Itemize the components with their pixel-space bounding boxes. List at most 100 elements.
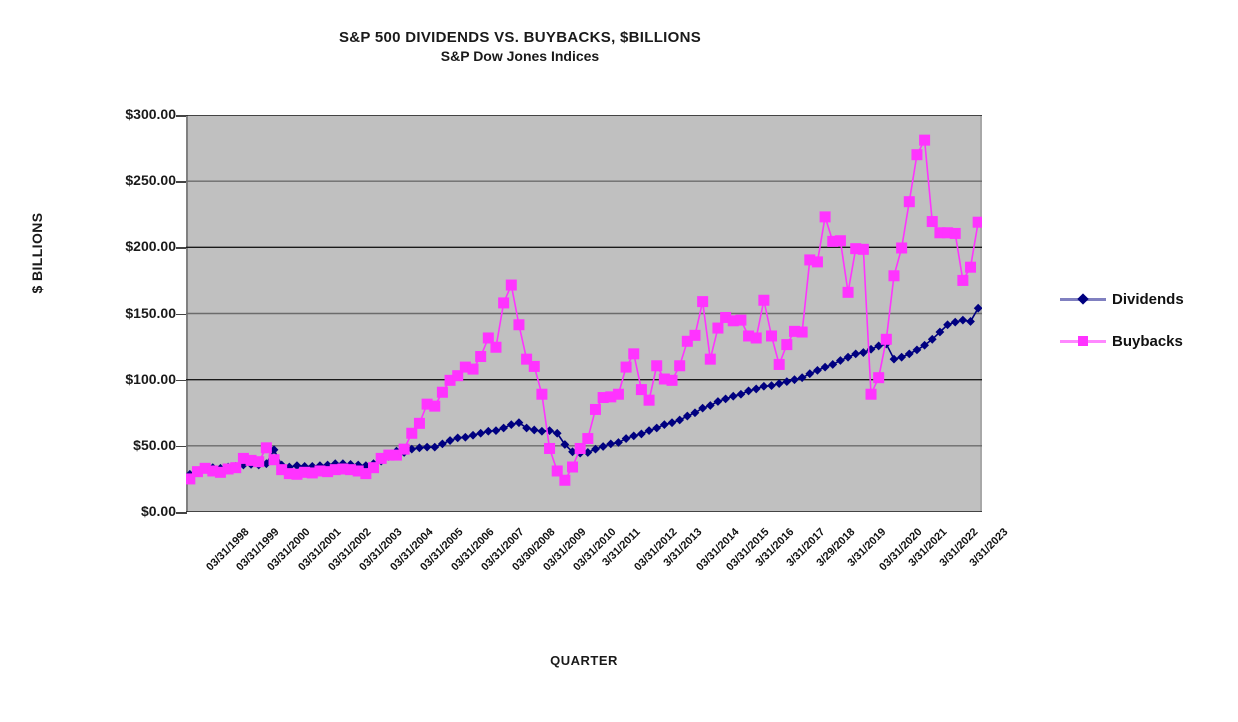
data-point: [429, 400, 441, 412]
data-point: [912, 345, 922, 355]
data-point: [644, 426, 654, 436]
y-tick-label: $250.00: [125, 172, 176, 189]
data-point: [253, 456, 265, 468]
data-point: [674, 360, 686, 372]
data-point: [453, 433, 463, 443]
data-point: [920, 340, 929, 350]
page-title: S&P 500 DIVIDENDS VS. BUYBACKS, $BILLION…: [338, 29, 702, 46]
data-point: [475, 351, 487, 363]
legend-item-buybacks[interactable]: Buybacks: [1060, 320, 1238, 362]
data-point: [851, 349, 861, 359]
data-point: [582, 433, 594, 445]
data-point: [482, 332, 494, 344]
data-point: [598, 442, 608, 451]
y-tick-mark: [176, 512, 187, 514]
data-point: [345, 464, 357, 476]
data-point: [207, 465, 219, 477]
data-point: [621, 434, 631, 443]
data-point: [850, 243, 862, 255]
data-point: [919, 134, 931, 146]
data-point: [360, 468, 372, 480]
data-point: [880, 333, 892, 345]
data-point: [398, 443, 410, 455]
series-line: [189, 139, 979, 482]
data-point: [727, 315, 739, 327]
data-point: [927, 334, 937, 344]
data-point: [245, 454, 257, 466]
data-point: [805, 369, 815, 379]
data-point: [773, 358, 785, 370]
data-point: [720, 311, 732, 323]
data-point: [712, 322, 724, 334]
data-point: [643, 394, 655, 406]
data-point: [804, 254, 816, 266]
x-axis-title: QUARTER: [550, 653, 618, 668]
data-point: [589, 403, 601, 415]
data-point: [758, 294, 770, 306]
data-point: [635, 384, 647, 396]
square-marker-icon: [1060, 334, 1106, 348]
data-point: [537, 426, 547, 436]
data-point: [583, 448, 593, 457]
data-point: [690, 408, 700, 418]
data-point: [560, 440, 570, 449]
data-point: [675, 415, 685, 425]
data-point: [796, 326, 808, 338]
series-buybacks: [186, 134, 982, 486]
data-point: [620, 361, 632, 373]
data-point: [659, 420, 669, 430]
data-point: [390, 449, 402, 461]
data-point: [505, 279, 517, 291]
data-point: [421, 398, 433, 410]
data-point: [896, 242, 908, 254]
data-point: [597, 392, 609, 404]
data-point: [276, 464, 288, 476]
data-point: [444, 374, 456, 386]
data-point: [368, 462, 380, 474]
data-point: [544, 442, 556, 454]
data-point: [651, 360, 663, 372]
data-point: [559, 474, 571, 486]
chart-title-block: S&P 500 DIVIDENDS VS. BUYBACKS, $BILLION…: [0, 28, 1040, 66]
data-point: [628, 348, 640, 360]
data-point: [834, 235, 846, 247]
data-point: [513, 319, 525, 331]
data-point: [828, 360, 838, 369]
data-point: [743, 330, 755, 342]
data-point: [490, 341, 502, 353]
y-tick-label: $0.00: [140, 503, 176, 519]
data-point: [735, 314, 747, 326]
data-point: [782, 377, 792, 387]
data-point: [667, 418, 677, 428]
data-point: [728, 391, 738, 401]
data-point: [383, 449, 395, 461]
data-point: [199, 462, 211, 474]
data-point: [460, 432, 470, 442]
chart-subtitle: S&P Dow Jones Indices: [440, 48, 600, 64]
data-point: [552, 428, 562, 438]
data-point: [438, 439, 447, 449]
data-point: [820, 362, 830, 372]
data-point: [790, 375, 799, 385]
data-point: [476, 428, 486, 438]
data-point: [574, 442, 586, 454]
legend-marker: [1077, 293, 1089, 305]
data-point: [704, 353, 716, 365]
data-point: [529, 425, 539, 435]
legend-label: Dividends: [1112, 290, 1184, 308]
data-point: [949, 227, 961, 239]
data-point: [614, 438, 623, 447]
data-point: [658, 373, 670, 385]
data-point: [323, 460, 332, 470]
data-point: [681, 335, 693, 347]
data-point: [666, 374, 678, 386]
y-tick-label: $300.00: [125, 106, 176, 122]
data-point: [186, 473, 196, 485]
data-point: [858, 348, 868, 357]
data-point: [857, 243, 869, 255]
data-point: [268, 454, 280, 466]
data-point: [239, 460, 248, 470]
data-point: [973, 303, 982, 313]
legend-item-dividends[interactable]: Dividends: [1060, 278, 1238, 320]
data-point: [827, 235, 839, 247]
